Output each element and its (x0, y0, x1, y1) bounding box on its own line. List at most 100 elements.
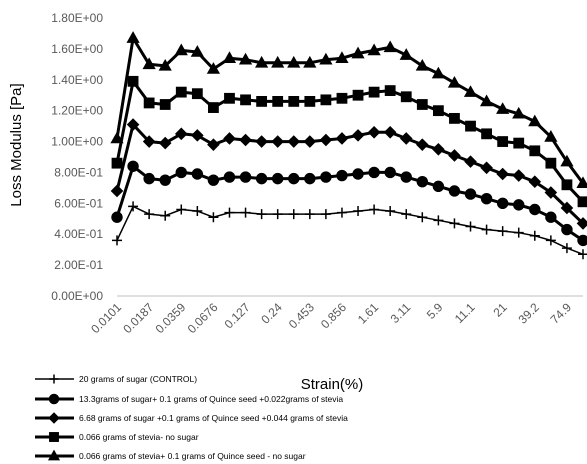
data-point (111, 157, 123, 169)
data-point (383, 40, 397, 53)
x-tick-label: 1.61 (355, 300, 382, 327)
data-point (465, 221, 476, 232)
data-point (176, 204, 187, 215)
data-point (529, 230, 540, 241)
data-point (272, 209, 283, 220)
data-point (288, 209, 299, 220)
data-point (143, 172, 155, 185)
y-tick-label: 1.60E+00 (51, 42, 103, 56)
x-tick-label: 21 (490, 300, 510, 320)
data-point (143, 97, 155, 109)
x-tick-label: 3.11 (388, 300, 414, 326)
data-point (336, 169, 348, 182)
data-point (577, 196, 587, 208)
data-point (545, 235, 556, 246)
data-point (416, 99, 428, 110)
data-point (400, 171, 412, 183)
data-point (191, 168, 204, 180)
data-point (528, 114, 542, 127)
data-point (560, 201, 574, 215)
data-point (448, 149, 461, 162)
data-point (271, 172, 284, 185)
data-point (432, 105, 444, 117)
legend-marker (48, 412, 60, 424)
x-tick-label: 0.24 (258, 300, 285, 327)
series-2 (111, 160, 587, 247)
y-tick-label: 6.00E-01 (54, 196, 103, 210)
x-tick-label: 0.0101 (88, 300, 124, 336)
data-point (497, 226, 508, 237)
y-tick-label: 1.00E+00 (51, 135, 103, 149)
data-point (112, 235, 122, 246)
x-tick-label: 0.127 (222, 300, 253, 331)
data-point (127, 75, 139, 87)
data-point (223, 171, 236, 183)
data-point (287, 135, 301, 148)
x-tick-label: 74.9 (548, 300, 575, 327)
series-line (115, 164, 584, 242)
data-point (352, 168, 364, 180)
legend-label: 6.68 grams of sugar +0.1 grams of Quince… (79, 413, 348, 423)
series-line (115, 36, 585, 185)
data-point (463, 85, 478, 97)
data-point (513, 137, 525, 149)
data-point (464, 188, 477, 200)
data-point (144, 209, 155, 220)
y-tick-label: 0.00E+00 (51, 289, 103, 303)
data-point (208, 212, 219, 223)
data-point (433, 215, 444, 226)
series-4 (111, 75, 587, 208)
data-point (448, 185, 461, 197)
data-point (240, 207, 251, 218)
data-point (303, 135, 317, 148)
x-tick-label: 0.856 (318, 300, 349, 331)
x-tick-label: 5.9 (424, 300, 446, 322)
x-tick-label: 0.453 (286, 300, 317, 331)
data-point (304, 96, 316, 107)
data-point (529, 203, 541, 216)
data-point (207, 174, 220, 186)
data-point (256, 96, 268, 107)
data-point (256, 209, 267, 220)
legend-item: 6.68 grams of sugar +0.1 grams of Quince… (35, 412, 348, 424)
data-point (399, 132, 413, 145)
data-point (431, 66, 445, 79)
y-tick-label: 8.00E-01 (54, 165, 103, 179)
data-point (481, 224, 492, 235)
data-point (578, 249, 587, 260)
data-point (353, 206, 364, 217)
data-point (367, 125, 381, 139)
data-point (304, 172, 316, 185)
data-point (561, 243, 572, 254)
legend: 20 grams of sugar (CONTROL) 13.3grams of … (35, 374, 348, 461)
y-tick-label: 2.00E-01 (54, 258, 103, 272)
data-point (544, 130, 558, 142)
data-point (352, 89, 364, 101)
data-point (432, 180, 445, 193)
data-point (224, 207, 235, 218)
data-point (480, 161, 493, 175)
series-5 (110, 31, 587, 189)
data-point (561, 223, 573, 236)
x-tick-label: 11.1 (452, 300, 478, 326)
data-point (415, 58, 429, 71)
data-point (271, 55, 285, 68)
legend-marker (47, 449, 61, 461)
data-point (513, 227, 524, 238)
data-point (577, 234, 587, 247)
legend-item: 0.066 grams of stevia- no sugar (35, 432, 199, 442)
data-point (240, 94, 251, 106)
series-3 (110, 118, 587, 230)
legend-item: 0.066 grams of stevia+ 0.1 grams of Quin… (35, 449, 306, 461)
legend-marker (48, 393, 60, 405)
data-point (255, 135, 268, 148)
data-point (127, 160, 139, 172)
y-axis-title: Loss Modulus [Pa] (8, 83, 25, 206)
data-point (159, 99, 171, 110)
data-point (160, 210, 171, 221)
data-point (158, 136, 172, 150)
data-point (544, 186, 558, 199)
data-point (336, 207, 347, 218)
data-point (464, 155, 477, 168)
